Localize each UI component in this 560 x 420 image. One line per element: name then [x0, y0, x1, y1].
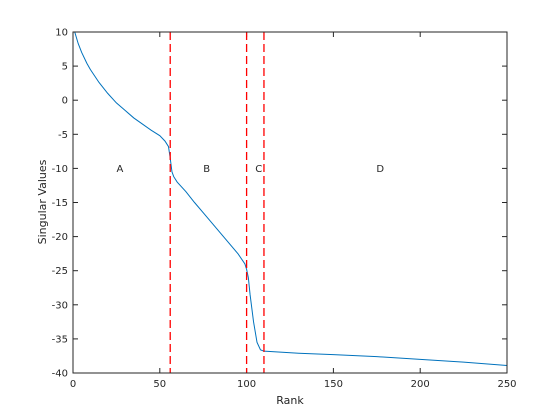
y-tick-label: -5: [58, 130, 68, 141]
y-tick-label: -20: [52, 232, 68, 243]
x-tick-label: 150: [324, 379, 343, 390]
x-tick-label: 100: [237, 379, 256, 390]
y-tick-label: 0: [62, 96, 68, 107]
y-tick-label: -35: [52, 334, 68, 345]
y-tick-label: -25: [52, 266, 68, 277]
y-tick-label: -40: [52, 369, 68, 380]
region-label: D: [376, 164, 384, 175]
x-axis-label: Rank: [276, 394, 304, 407]
x-tick-label: 250: [497, 379, 516, 390]
data-line: [74, 31, 508, 366]
x-tick-label: 50: [153, 379, 166, 390]
y-axis-label: Singular Values: [36, 159, 49, 244]
region-label: B: [203, 164, 210, 175]
region-label: A: [116, 164, 123, 175]
x-tick-label: 200: [411, 379, 430, 390]
x-tick-label: 0: [70, 379, 76, 390]
y-tick-label: -10: [52, 164, 68, 175]
y-tick-label: -30: [52, 300, 68, 311]
y-tick-label: -15: [52, 198, 68, 209]
y-tick-label: 5: [62, 62, 68, 73]
y-tick-label: 10: [55, 28, 68, 39]
region-label: C: [255, 164, 262, 175]
axes-box: [72, 31, 508, 374]
